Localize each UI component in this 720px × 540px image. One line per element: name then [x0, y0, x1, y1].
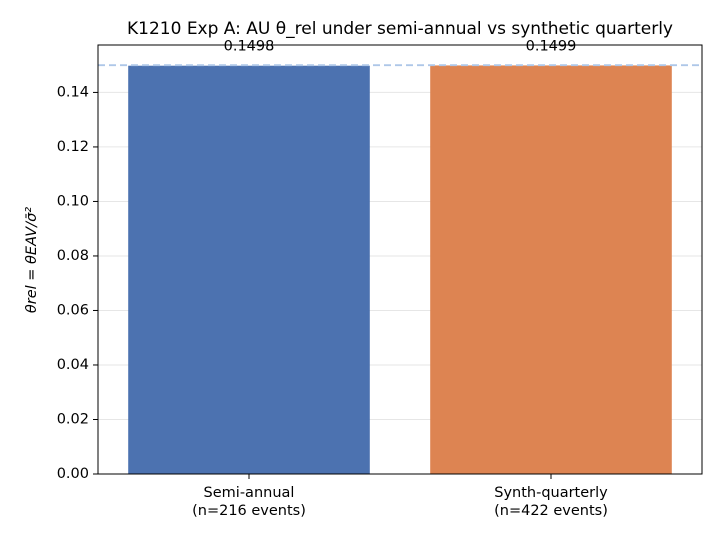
x-tick-label: Semi-annual (n=216 events) [192, 485, 306, 519]
y-tick-label: 0.14 [57, 84, 89, 100]
y-tick-label: 0.02 [57, 411, 89, 427]
y-tick-label: 0.06 [57, 302, 89, 318]
chart-title: K1210 Exp A: AU θ_rel under semi-annual … [127, 19, 673, 39]
y-tick-label: 0.00 [57, 466, 89, 482]
y-tick-label: 0.12 [57, 139, 89, 155]
bar [128, 65, 370, 474]
y-tick-label: 0.08 [57, 248, 89, 264]
y-axis-label: θrel = θEAV/σ̄² [24, 207, 40, 313]
x-tick-label: Synth-quarterly (n=422 events) [494, 485, 608, 519]
value-label: 0.1498 [224, 39, 275, 55]
bar [430, 65, 672, 474]
axes-frame [97, 44, 703, 475]
y-tick-label: 0.10 [57, 193, 89, 209]
y-tick-label: 0.04 [57, 357, 89, 373]
value-label: 0.1499 [526, 38, 577, 54]
